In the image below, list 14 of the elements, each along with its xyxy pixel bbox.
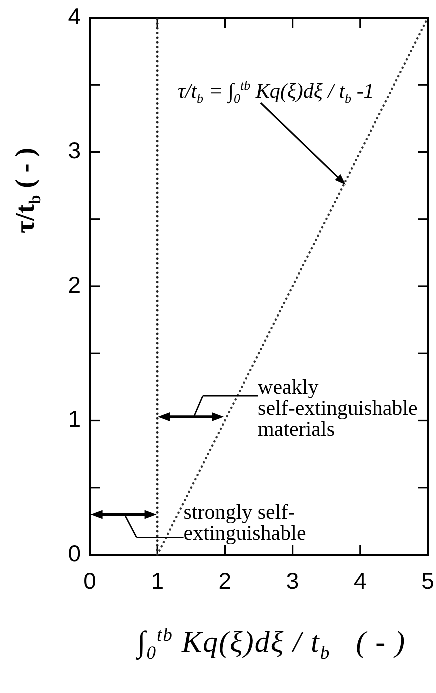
x-tick-label: 2 [218,568,232,594]
y-tick-label: 2 [68,272,81,298]
x-tick-label: 1 [151,568,164,594]
y-tick-label: 4 [68,3,82,30]
x-tick-label: 3 [286,568,300,594]
x-tick-label: 4 [354,568,367,594]
x-tick-label: 5 [422,568,434,594]
y-tick-label: 3 [68,138,81,164]
annotation: strongly self- extinguishable [184,500,306,545]
annotation: weakly self-extinguishable materials [258,374,418,441]
y-tick-label: 0 [68,540,81,566]
text: ∫$_{0}$$^{tb}$ Kq(ξ)dξ / t$_{b}$ ( - ) [138,625,406,664]
y-tick-label: 1 [68,406,81,432]
annotation: τ/t$_{b}$ = ∫$_{0}$$^{tb}$ Kq(ξ)dξ / t$_{b}$ -1 [178,77,374,108]
